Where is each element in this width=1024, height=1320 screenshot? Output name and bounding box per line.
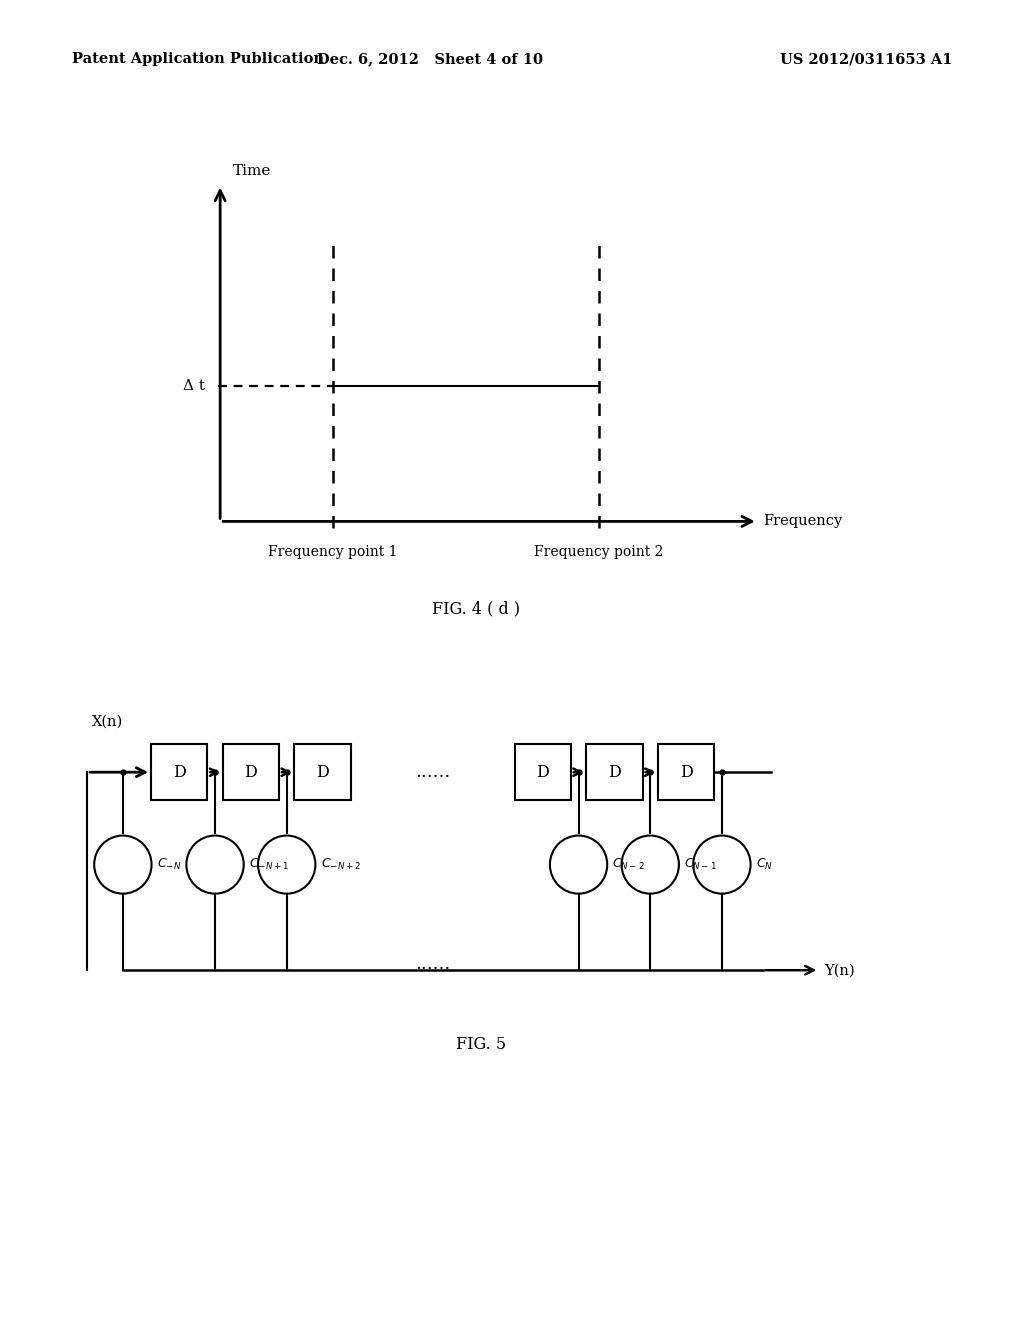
Ellipse shape <box>258 836 315 894</box>
Text: D: D <box>245 764 257 780</box>
Text: FIG. 5: FIG. 5 <box>457 1036 506 1053</box>
Text: $C_{-N+2}$: $C_{-N+2}$ <box>321 857 360 873</box>
Text: X(n): X(n) <box>92 714 124 729</box>
FancyBboxPatch shape <box>658 744 715 800</box>
Ellipse shape <box>550 836 607 894</box>
Text: $C_{N-1}$: $C_{N-1}$ <box>684 857 717 873</box>
FancyBboxPatch shape <box>586 744 643 800</box>
Ellipse shape <box>94 836 152 894</box>
Text: D: D <box>680 764 692 780</box>
Text: Frequency point 2: Frequency point 2 <box>535 545 664 560</box>
FancyBboxPatch shape <box>295 744 350 800</box>
Text: Time: Time <box>232 164 270 178</box>
Text: $C_{N-2}$: $C_{N-2}$ <box>612 857 645 873</box>
Text: ......: ...... <box>415 763 451 781</box>
Text: Dec. 6, 2012   Sheet 4 of 10: Dec. 6, 2012 Sheet 4 of 10 <box>317 53 543 66</box>
Text: Frequency point 1: Frequency point 1 <box>268 545 397 560</box>
Text: Y(n): Y(n) <box>824 964 855 977</box>
Text: Δ t: Δ t <box>183 379 205 392</box>
Text: D: D <box>173 764 185 780</box>
Text: $C_N$: $C_N$ <box>756 857 773 873</box>
Text: D: D <box>316 764 329 780</box>
Ellipse shape <box>622 836 679 894</box>
Text: D: D <box>608 764 621 780</box>
FancyBboxPatch shape <box>152 744 207 800</box>
Text: FIG. 4 ( d ): FIG. 4 ( d ) <box>432 601 520 618</box>
Text: Patent Application Publication: Patent Application Publication <box>72 53 324 66</box>
Text: ......: ...... <box>415 954 451 973</box>
FancyBboxPatch shape <box>223 744 279 800</box>
Text: $C_{-N}$: $C_{-N}$ <box>157 857 181 873</box>
Text: D: D <box>537 764 549 780</box>
FancyBboxPatch shape <box>515 744 571 800</box>
Text: $C_{-N+1}$: $C_{-N+1}$ <box>249 857 289 873</box>
Ellipse shape <box>693 836 751 894</box>
Text: Frequency: Frequency <box>763 515 842 528</box>
Ellipse shape <box>186 836 244 894</box>
Text: US 2012/0311653 A1: US 2012/0311653 A1 <box>780 53 952 66</box>
